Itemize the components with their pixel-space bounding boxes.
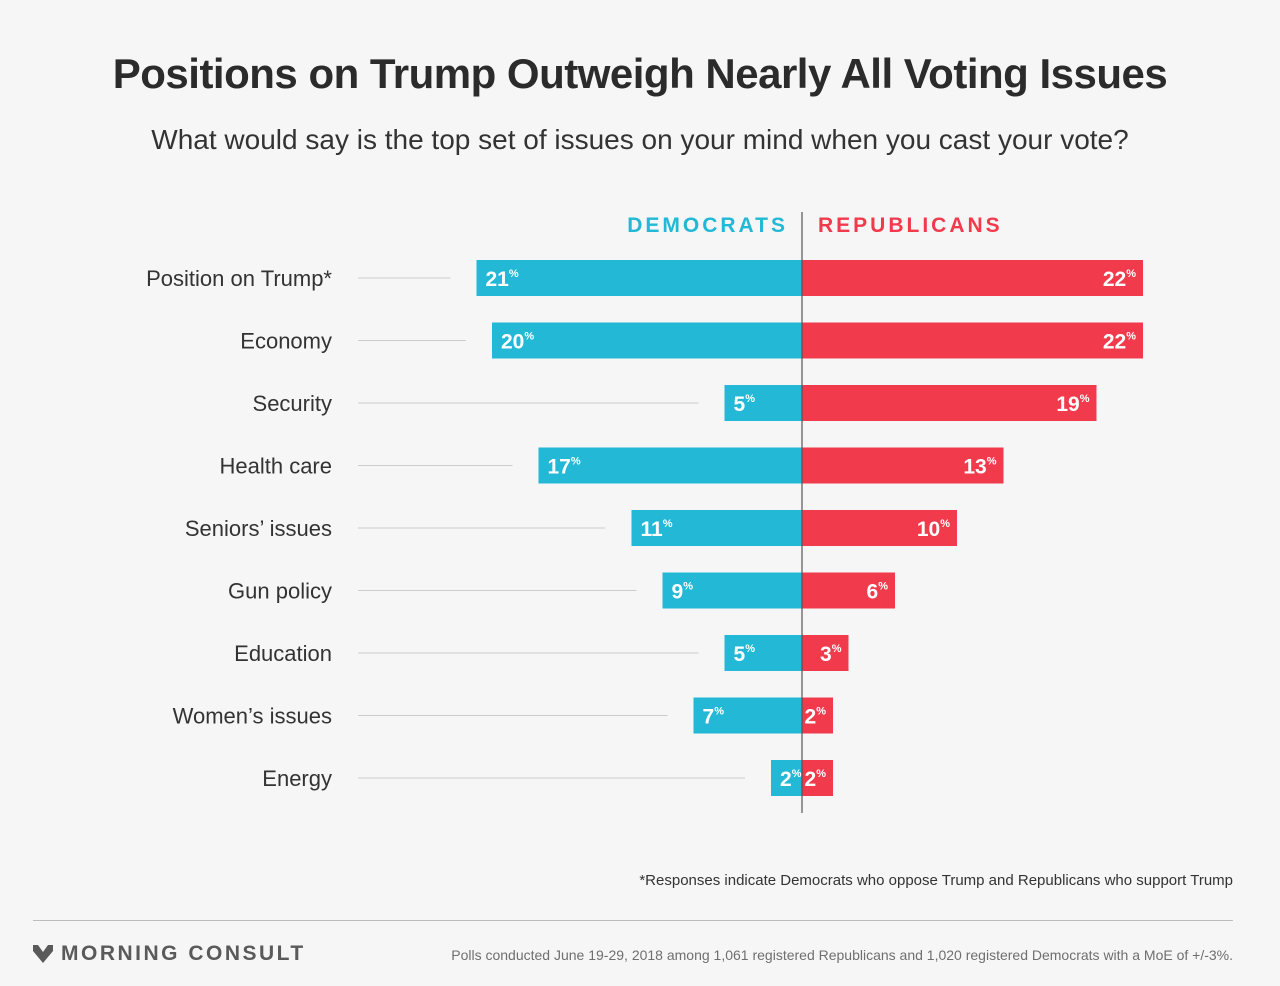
bar-democrats-health-care: [538, 447, 802, 484]
category-label-education: Education: [234, 641, 332, 666]
category-label-security: Security: [253, 391, 332, 416]
category-label-women-s-issues: Women’s issues: [173, 704, 332, 729]
bar-democrats-security: [724, 385, 802, 421]
brand-logo: MORNING CONSULT: [33, 942, 306, 966]
bar-democrats-position-on-trump: [476, 260, 802, 296]
bar-republicans-gun-policy: [802, 572, 895, 609]
bar-republicans-position-on-trump: [802, 260, 1143, 296]
category-label-health-care: Health care: [219, 454, 332, 479]
bar-democrats-seniors-issues: [631, 510, 802, 546]
chart-title: Positions on Trump Outweigh Nearly All V…: [112, 50, 1168, 97]
footnote: *Responses indicate Democrats who oppose…: [639, 872, 1233, 889]
category-label-seniors-issues: Seniors’ issues: [185, 516, 332, 541]
bar-republicans-economy: [802, 322, 1143, 359]
footer-divider: [33, 920, 1233, 921]
bar-democrats-women-s-issues: [693, 697, 802, 734]
bar-democrats-energy: [771, 760, 802, 796]
legend-republicans: REPUBLICANS: [818, 214, 1003, 237]
legend-democrats: DEMOCRATS: [627, 214, 788, 237]
bar-democrats-economy: [492, 322, 802, 359]
category-label-position-on-trump: Position on Trump*: [146, 266, 332, 291]
bar-republicans-security: [802, 385, 1097, 421]
brand-name: MORNING CONSULT: [61, 942, 306, 965]
morning-consult-chevron-icon: [33, 945, 53, 963]
bar-republicans-seniors-issues: [802, 510, 957, 546]
category-label-economy: Economy: [240, 329, 332, 354]
bar-republicans-women-s-issues: [802, 697, 833, 734]
chart-subtitle: What would say is the top set of issues …: [151, 124, 1129, 155]
bar-republicans-energy: [802, 760, 833, 796]
bar-democrats-gun-policy: [662, 572, 802, 609]
category-label-energy: Energy: [262, 766, 332, 791]
bar-republicans-health-care: [802, 447, 1004, 484]
bar-republicans-education: [802, 635, 849, 671]
bar-democrats-education: [724, 635, 802, 671]
source-note: Polls conducted June 19-29, 2018 among 1…: [451, 947, 1233, 963]
category-label-gun-policy: Gun policy: [228, 579, 332, 604]
